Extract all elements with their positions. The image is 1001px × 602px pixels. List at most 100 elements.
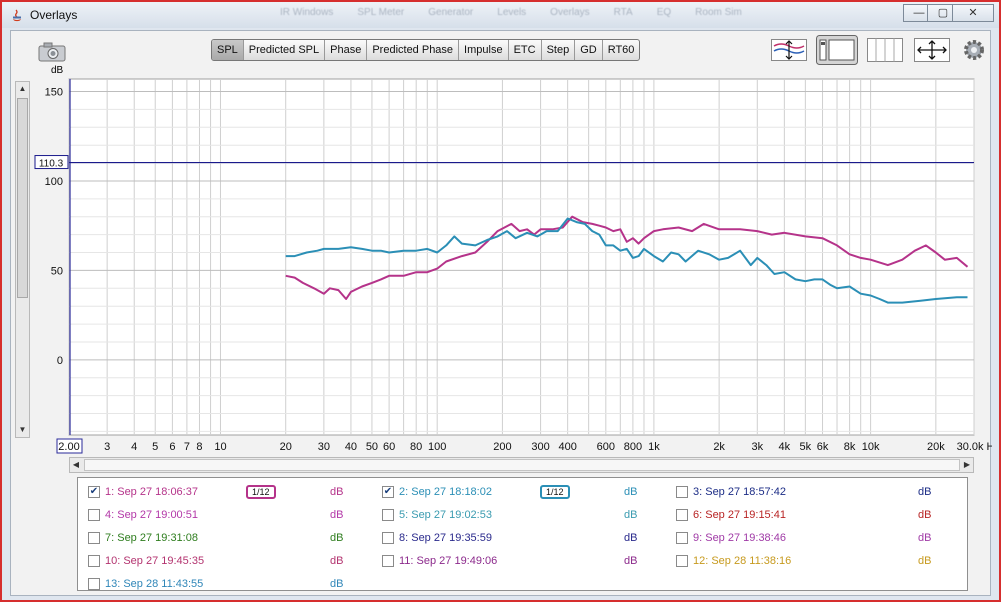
- x-scrollbar[interactable]: ◀ ▶: [69, 457, 974, 473]
- legend-label: 6: Sep 27 19:15:41: [693, 509, 786, 521]
- spl-chart[interactable]: 110.3 150 100 50 0 2.00 3 4 5 6 7 8 10 20 30 40 50 60 80 10…: [11, 31, 992, 457]
- legend-unit: dB: [624, 486, 638, 498]
- x-tick-label: 2k: [713, 441, 725, 453]
- legend-label: 11: Sep 27 19:49:06: [399, 555, 498, 567]
- x-start-badge: [56, 438, 83, 454]
- legend-label: 2: Sep 27 18:18:02: [399, 486, 492, 498]
- y-axis-unit: dB: [51, 65, 64, 76]
- legend-unit: dB: [330, 509, 344, 521]
- y-scroll-thumb[interactable]: [17, 98, 28, 298]
- legend-checkbox[interactable]: [382, 555, 394, 567]
- legend-checkbox[interactable]: [676, 532, 688, 544]
- x-tick-label: 30.0k Hz: [957, 441, 992, 453]
- legend-checkbox[interactable]: ✔: [382, 486, 394, 498]
- legend-unit: dB: [624, 555, 638, 567]
- trace-layout-icon[interactable]: [816, 35, 858, 65]
- y-scrollbar[interactable]: ▲ ▼: [15, 81, 30, 438]
- legend-checkbox[interactable]: [88, 509, 100, 521]
- title-bar[interactable]: Overlays IR Windows SPL Meter Generator Lev…: [2, 2, 999, 28]
- legend-unit: dB: [330, 578, 344, 590]
- scroll-right-arrow-icon[interactable]: ▶: [963, 460, 971, 469]
- legend-checkbox[interactable]: [676, 486, 688, 498]
- close-button[interactable]: ✕: [952, 4, 994, 22]
- x-tick-label: 50: [366, 441, 378, 453]
- ghost-menu-item: Room Sim: [695, 7, 742, 18]
- legend-item[interactable]: 12: Sep 28 11:38:16 dB: [676, 553, 970, 569]
- x-tick-label: 40: [345, 441, 357, 453]
- legend-checkbox[interactable]: [382, 532, 394, 544]
- x-tick-label: 80: [410, 441, 422, 453]
- tab-etc[interactable]: ETC: [509, 40, 542, 60]
- legend-unit: dB: [918, 532, 932, 544]
- legend-item[interactable]: 4: Sep 27 19:00:51 dB: [88, 507, 382, 523]
- legend-unit: dB: [330, 532, 344, 544]
- legend-item[interactable]: 6: Sep 27 19:15:41 dB: [676, 507, 970, 523]
- legend-label: 3: Sep 27 18:57:42: [693, 486, 786, 498]
- legend-label: 7: Sep 27 19:31:08: [105, 532, 198, 544]
- tab-rt60[interactable]: RT60: [607, 44, 635, 56]
- legend-item[interactable]: 8: Sep 27 19:35:59 dB: [382, 530, 676, 546]
- legend-label: 5: Sep 27 19:02:53: [399, 509, 492, 521]
- scroll-left-arrow-icon[interactable]: ◀: [72, 460, 80, 469]
- legend-checkbox[interactable]: ✔: [88, 486, 100, 498]
- tab-step[interactable]: Step: [542, 40, 576, 60]
- legend-checkbox[interactable]: [88, 555, 100, 567]
- ghost-menu-item: Overlays: [550, 7, 590, 18]
- series-line-2: [285, 217, 968, 304]
- x-tick-label: 1k: [648, 441, 660, 453]
- legend-checkbox[interactable]: [88, 578, 100, 590]
- camera-icon[interactable]: [37, 41, 67, 63]
- series-line-1: [285, 215, 969, 300]
- legend-checkbox[interactable]: [676, 555, 688, 567]
- waterfall-icon[interactable]: [771, 37, 807, 63]
- legend-label: 13: Sep 28 11:43:55: [105, 578, 204, 590]
- fit-arrows-icon[interactable]: [914, 37, 950, 63]
- tab-phase[interactable]: Phase: [325, 40, 368, 60]
- legend-item[interactable]: 7: Sep 27 19:31:08 dB: [88, 530, 382, 546]
- legend-label: 10: Sep 27 19:45:35: [105, 555, 205, 567]
- legend-item[interactable]: 9: Sep 27 19:38:46 dB: [676, 530, 970, 546]
- tab-gd[interactable]: GD: [575, 40, 603, 60]
- ghost-menu-item: IR Windows: [280, 7, 334, 18]
- legend-item[interactable]: 5: Sep 27 19:02:53 dB: [382, 507, 676, 523]
- ghost-menu-item: SPL Meter: [357, 7, 405, 18]
- x-tick-label: 20: [280, 441, 292, 453]
- settings-gear-icon[interactable]: [961, 37, 987, 63]
- ghost-menu-item: EQ: [656, 7, 672, 18]
- scroll-up-arrow-icon[interactable]: ▲: [18, 84, 27, 93]
- java-app-icon: [13, 9, 21, 22]
- x-tick-label: 5k: [800, 441, 812, 453]
- plot-area: [68, 78, 975, 436]
- smoothing-badge[interactable]: 1/12: [540, 485, 570, 499]
- legend-item[interactable]: ✔ 1: Sep 27 18:06:37 1/12 dB: [88, 484, 382, 500]
- legend-item[interactable]: ✔ 2: Sep 27 18:18:02 1/12 dB: [382, 484, 676, 500]
- reference-line-label: 110.3: [39, 159, 64, 170]
- legend-unit: dB: [624, 532, 638, 544]
- x-tick-label: 200: [493, 441, 511, 453]
- tab-spl[interactable]: SPL: [212, 40, 244, 60]
- x-tick-label: 4: [131, 441, 137, 453]
- x-tick-label: 6k: [817, 441, 829, 453]
- legend-checkbox[interactable]: [88, 532, 100, 544]
- tab-predicted-phase[interactable]: Predicted Phase: [367, 40, 460, 60]
- smoothing-badge[interactable]: 1/12: [246, 485, 276, 499]
- x-tick-label: 10k: [862, 441, 880, 453]
- legend-item[interactable]: 10: Sep 27 19:45:35 dB: [88, 553, 382, 569]
- x-tick-label: 100: [428, 441, 446, 453]
- legend-checkbox[interactable]: [382, 509, 394, 521]
- y-tick-label: 150: [45, 87, 63, 99]
- legend-checkbox[interactable]: [676, 509, 688, 521]
- x-tick-label: 5: [152, 441, 158, 453]
- legend-item[interactable]: 13: Sep 28 11:43:55 dB: [88, 576, 382, 592]
- window-title: Overlays: [30, 8, 78, 22]
- scroll-down-arrow-icon[interactable]: ▼: [18, 425, 27, 434]
- legend-item[interactable]: 11: Sep 27 19:49:06 dB: [382, 553, 676, 569]
- x-tick-label: 7: [184, 441, 190, 453]
- tab-impulse[interactable]: Impulse: [459, 40, 509, 60]
- tab-predicted-spl[interactable]: Predicted SPL: [244, 40, 326, 60]
- panel-grid-icon[interactable]: [867, 37, 903, 63]
- legend-label: 4: Sep 27 19:00:51: [105, 509, 198, 521]
- x-scroll-thumb[interactable]: [84, 459, 960, 471]
- legend-item[interactable]: 3: Sep 27 18:57:42 dB: [676, 484, 970, 500]
- x-tick-label: 600: [597, 441, 615, 453]
